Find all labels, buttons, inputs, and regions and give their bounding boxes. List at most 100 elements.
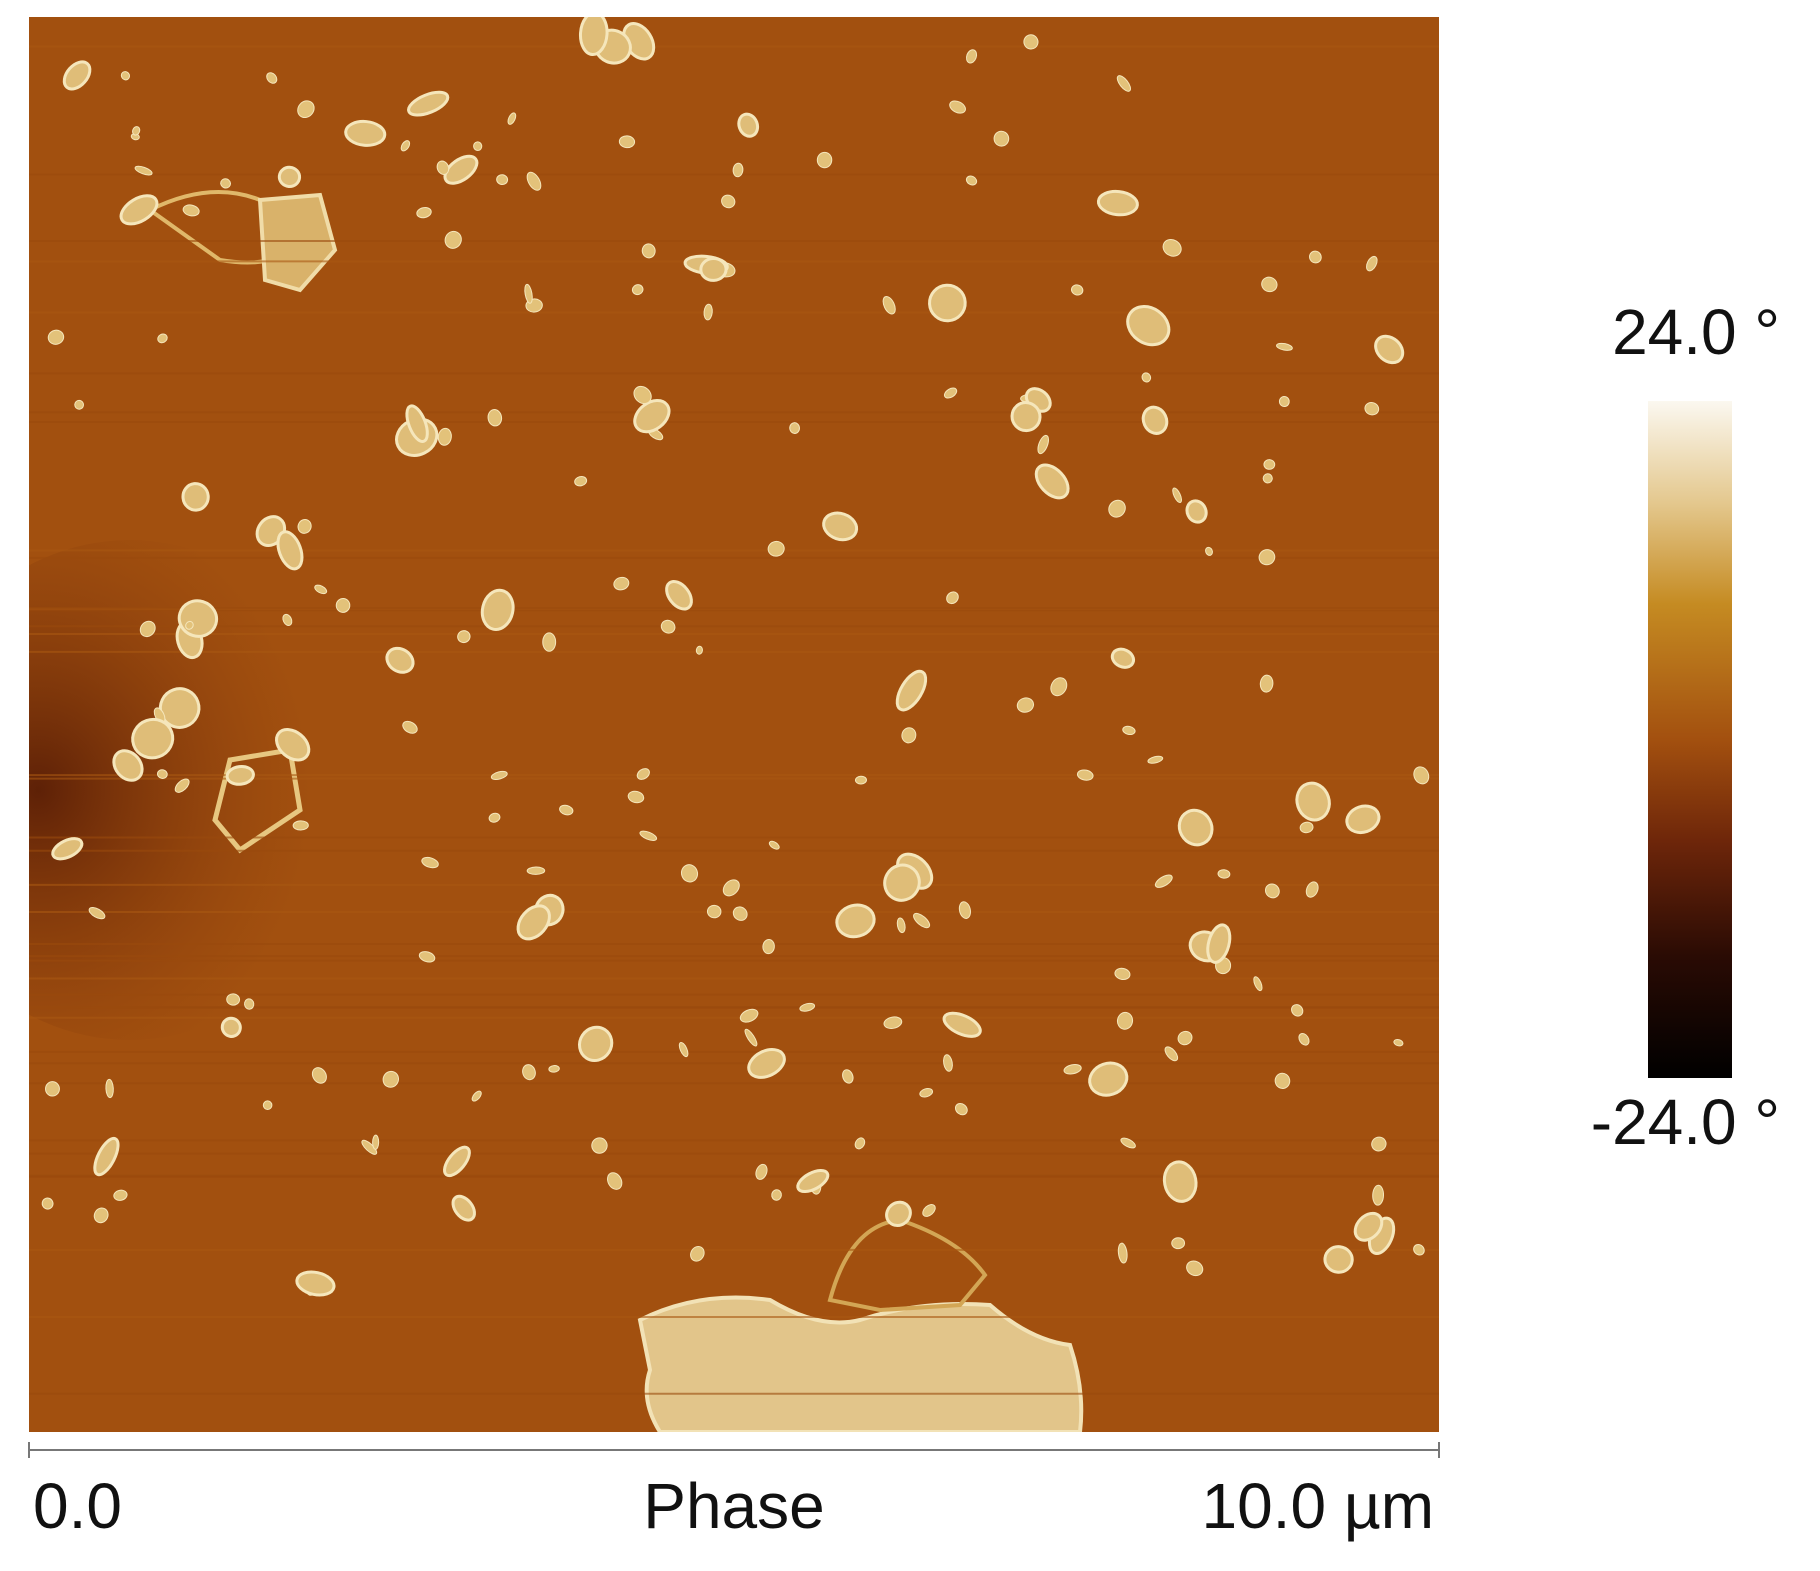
scale-end: 10.0 µm: [1201, 1470, 1434, 1542]
particle: [1070, 284, 1084, 296]
particle: [1295, 781, 1331, 822]
particle: [1261, 276, 1278, 293]
particle: [1164, 1046, 1179, 1062]
particle: [771, 1189, 782, 1201]
particle: [226, 993, 241, 1006]
particle: [1345, 804, 1381, 835]
particle: [744, 1028, 758, 1047]
particle: [292, 820, 309, 831]
particle: [965, 49, 978, 64]
particle: [1010, 401, 1042, 433]
particle: [361, 1139, 378, 1155]
particle: [1162, 1160, 1198, 1203]
particle: [768, 840, 780, 850]
particle: [1108, 499, 1126, 518]
particle: [578, 17, 609, 57]
particle: [1309, 250, 1322, 264]
particle: [1171, 1237, 1186, 1250]
particle: [636, 768, 650, 780]
particle: [577, 1025, 614, 1063]
color-bar: [1648, 401, 1732, 1078]
particle: [895, 669, 928, 712]
color-bar-min: -24.0 °: [1591, 1086, 1780, 1158]
particle: [1374, 334, 1405, 365]
particle: [954, 1103, 968, 1116]
particle: [1162, 239, 1182, 257]
particle: [1037, 434, 1049, 455]
particle: [703, 303, 713, 321]
particle: [660, 619, 676, 634]
particle: [276, 530, 304, 571]
particle: [45, 1081, 60, 1097]
particle: [633, 385, 652, 405]
particle: [1413, 766, 1430, 785]
particle: [1291, 1004, 1304, 1017]
particle: [842, 1069, 854, 1084]
particle: [488, 812, 501, 823]
particle: [559, 804, 574, 816]
particle: [402, 720, 418, 734]
particle: [156, 769, 168, 779]
particle: [690, 1245, 705, 1262]
particle: [225, 765, 255, 786]
particle: [548, 1065, 560, 1073]
particle: [1185, 499, 1208, 524]
particle: [1259, 674, 1274, 693]
particle: [885, 1200, 912, 1227]
particle: [943, 1054, 953, 1072]
particle: [1353, 1211, 1384, 1242]
particle: [695, 645, 703, 655]
particle: [627, 790, 645, 804]
particle: [1371, 1136, 1387, 1152]
particle: [382, 1070, 400, 1088]
particle: [706, 904, 722, 919]
particle: [958, 901, 971, 919]
particle: [854, 775, 867, 785]
particle: [1372, 1184, 1385, 1206]
particle: [678, 1041, 689, 1058]
particle: [1298, 1032, 1310, 1046]
particle: [266, 72, 278, 84]
particle: [1096, 189, 1139, 217]
particle: [928, 283, 967, 323]
particle: [946, 591, 959, 605]
particle: [1114, 967, 1131, 981]
particle: [277, 165, 302, 189]
particle: [639, 830, 658, 841]
particle: [74, 399, 85, 410]
particle: [739, 1008, 759, 1023]
particle: [1323, 1245, 1354, 1274]
particle: [496, 174, 509, 186]
particle: [1016, 697, 1035, 713]
particle: [1034, 463, 1070, 500]
particle: [1299, 821, 1314, 834]
particle: [613, 576, 630, 591]
particle: [1276, 342, 1293, 351]
particle: [1393, 1038, 1404, 1047]
particle: [88, 907, 106, 920]
particle: [182, 204, 200, 217]
particle: [901, 727, 917, 744]
particle: [913, 912, 931, 929]
particle: [965, 175, 978, 186]
particle: [119, 194, 159, 226]
particle: [157, 333, 168, 344]
flake: [257, 192, 338, 293]
particle: [732, 162, 744, 178]
particle: [421, 856, 439, 869]
particle: [471, 1090, 482, 1102]
particle: [618, 135, 636, 149]
particle: [922, 1204, 936, 1217]
flake: [637, 1295, 1084, 1432]
particle: [993, 130, 1010, 147]
particle: [591, 1137, 608, 1154]
particle: [1177, 1030, 1193, 1046]
particle: [919, 1087, 934, 1098]
particle: [418, 951, 436, 963]
particle: [139, 620, 156, 638]
particle: [699, 257, 728, 282]
particle: [1258, 549, 1276, 566]
particle: [372, 1134, 380, 1150]
particle: [174, 778, 190, 793]
particle: [737, 112, 760, 138]
